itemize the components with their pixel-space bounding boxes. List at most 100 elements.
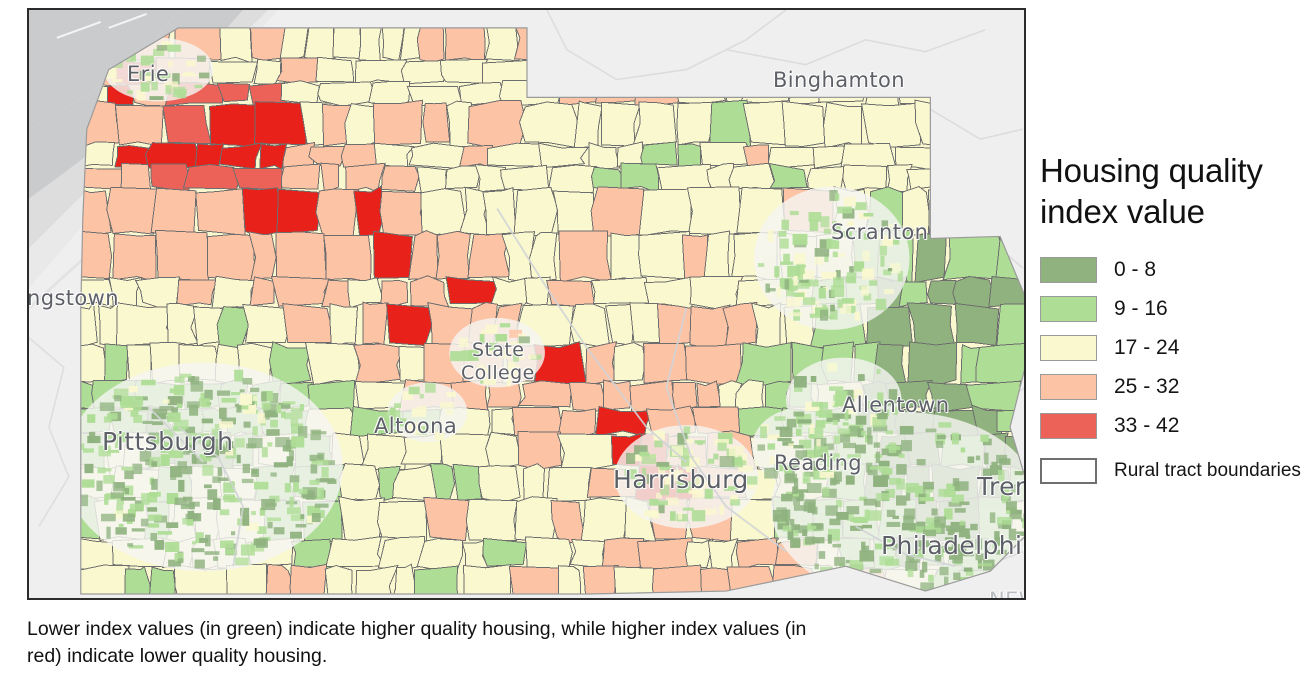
census-tract [444, 165, 482, 190]
urban-census-tract [182, 466, 193, 475]
urban-census-tract [248, 437, 263, 449]
census-tract [500, 164, 550, 192]
census-tract [734, 342, 792, 386]
urban-census-tract [776, 507, 787, 512]
census-tract [376, 500, 428, 542]
urban-census-tract [848, 426, 860, 437]
urban-census-tract [310, 464, 318, 474]
urban-census-tract [786, 297, 801, 307]
urban-census-tract [893, 406, 898, 415]
urban-census-tract [149, 96, 164, 100]
choropleth-map[interactable] [29, 10, 1024, 598]
urban-census-tract [906, 554, 915, 563]
urban-census-tract [764, 467, 778, 479]
urban-census-tract [113, 388, 129, 398]
urban-census-tract [774, 463, 784, 472]
urban-census-tract [833, 253, 845, 257]
census-tract [315, 56, 355, 83]
census-tract [408, 142, 468, 170]
urban-census-tract [896, 464, 907, 475]
urban-census-tract [1010, 510, 1022, 515]
urban-census-tract [831, 221, 837, 225]
urban-census-tract [862, 268, 874, 280]
urban-census-tract [794, 273, 803, 280]
map-figure[interactable]: Erie ngstown Pittsburgh Altoona State College… [27, 8, 1026, 600]
urban-census-tract [317, 487, 325, 499]
urban-census-tract [204, 551, 220, 555]
census-tract [638, 230, 691, 280]
census-tract [954, 302, 1000, 346]
urban-census-tract [128, 385, 138, 393]
urban-census-tract [234, 369, 244, 382]
urban-census-tract [943, 546, 957, 553]
census-tract [276, 57, 321, 84]
urban-census-tract [99, 402, 115, 412]
urban-census-tract [951, 494, 965, 504]
census-tract [192, 306, 223, 347]
census-tract [355, 564, 399, 595]
census-tract [474, 163, 507, 193]
urban-census-tract [528, 354, 537, 359]
census-tract [508, 565, 564, 595]
urban-census-tract [833, 223, 841, 234]
urban-census-tract [796, 262, 805, 274]
urban-census-tract [239, 389, 245, 393]
legend-label-1: 9 - 16 [1114, 296, 1168, 320]
census-tract [379, 190, 428, 236]
urban-census-tract [411, 408, 426, 418]
urban-census-tract [786, 285, 795, 297]
urban-census-tract [925, 517, 941, 525]
urban-census-tract [875, 298, 887, 311]
census-tract [372, 230, 413, 279]
urban-census-tract [783, 253, 790, 265]
urban-census-tract [935, 547, 944, 557]
urban-census-tract [168, 559, 181, 567]
urban-census-tract [225, 548, 238, 555]
census-tract [632, 101, 677, 147]
urban-census-tract [818, 287, 826, 299]
urban-census-tract [143, 75, 157, 80]
urban-census-tract [919, 570, 925, 578]
urban-census-tract [928, 574, 934, 582]
urban-census-tract [485, 324, 498, 334]
urban-census-tract [221, 417, 236, 425]
urban-census-tract [203, 484, 212, 489]
urban-census-tract [767, 434, 782, 440]
urban-census-tract [952, 558, 963, 564]
urban-census-tract [879, 245, 888, 256]
urban-census-tract [798, 421, 803, 428]
urban-census-tract [783, 465, 793, 473]
urban-census-tract [877, 392, 884, 403]
urban-census-tract [931, 508, 938, 516]
urban-census-tract [151, 81, 158, 91]
urban-census-tract [888, 224, 897, 228]
urban-census-tract [836, 413, 852, 419]
urban-census-tract [242, 377, 253, 385]
urban-census-tract [994, 531, 1000, 540]
urban-census-tract [176, 403, 182, 409]
urban-census-tract [111, 79, 123, 83]
urban-census-tract [781, 219, 789, 230]
urban-census-tract [191, 548, 205, 553]
urban-census-tract [807, 525, 817, 529]
urban-census-tract [665, 497, 679, 506]
census-tract [276, 188, 324, 234]
census-tract [901, 186, 930, 237]
urban-census-tract [843, 231, 852, 238]
urban-census-tract [854, 311, 860, 321]
urban-census-tract [867, 427, 872, 439]
urban-census-tract [507, 364, 521, 377]
urban-census-tract [484, 350, 498, 354]
census-tract [323, 234, 372, 284]
census-tract [681, 234, 708, 282]
urban-census-tract [124, 470, 134, 480]
urban-census-tract [819, 468, 835, 478]
urban-census-tract [178, 479, 185, 492]
urban-census-tract [840, 433, 851, 443]
urban-census-tract [261, 402, 271, 410]
urban-census-tract [634, 445, 648, 455]
urban-census-tract [704, 488, 713, 499]
urban-census-tract [842, 422, 849, 426]
urban-census-tract [80, 443, 85, 450]
urban-census-tract [301, 492, 316, 498]
